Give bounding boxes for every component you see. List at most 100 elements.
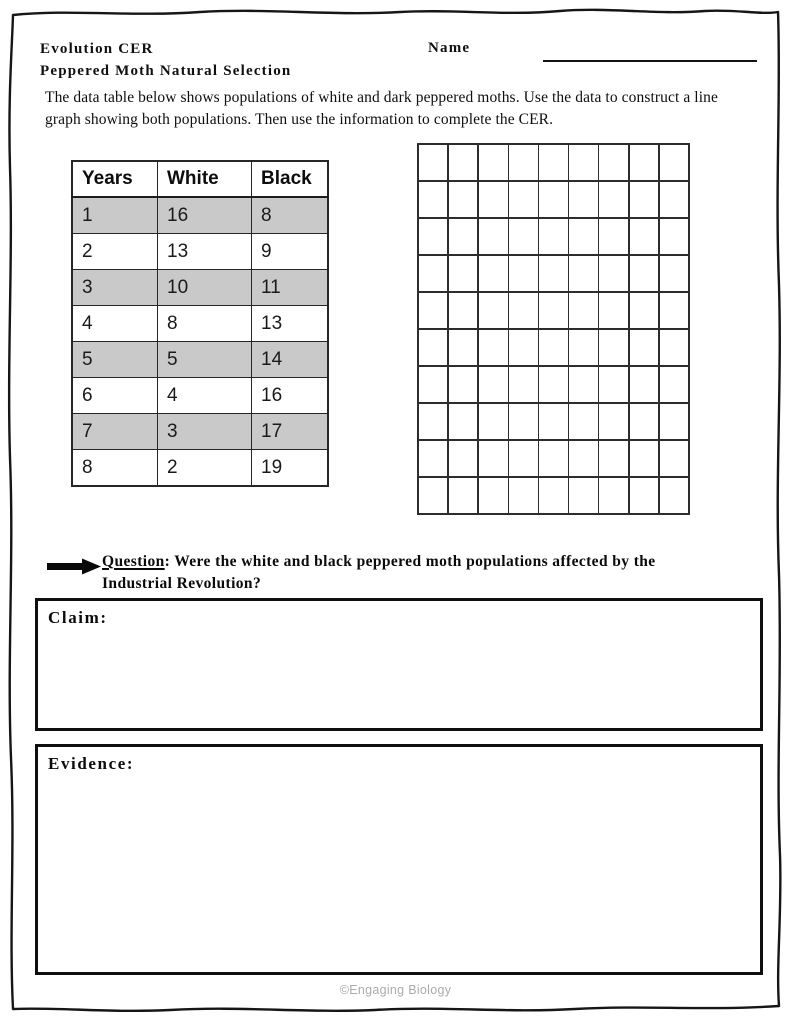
grid-cell [629, 218, 658, 255]
table-row: 5 5 14 [71, 341, 329, 378]
table-header-black: Black [251, 160, 329, 198]
grid-cell [539, 403, 568, 440]
grid-cell [479, 292, 508, 329]
grid-cell [509, 181, 538, 218]
grid-cell [449, 366, 478, 403]
grid-cell [599, 145, 628, 181]
grid-cell [539, 181, 568, 218]
table-cell: 8 [251, 196, 329, 234]
grid-cell [539, 329, 568, 366]
grid-cell [449, 403, 478, 440]
table-row: 1 16 8 [71, 196, 329, 234]
grid-cell [419, 181, 448, 218]
table-cell: 8 [71, 449, 158, 487]
table-cell: 1 [71, 196, 158, 234]
table-cell: 19 [251, 449, 329, 487]
grid-cell [419, 292, 448, 329]
grid-cell [509, 292, 538, 329]
grid-cell [659, 292, 688, 329]
table-row: 6 4 16 [71, 377, 329, 414]
table-cell: 13 [251, 305, 329, 342]
grid-cell [659, 218, 688, 255]
grid-cell [449, 255, 478, 292]
grid-cell [509, 255, 538, 292]
grid-cell [569, 181, 598, 218]
grid-cell [629, 440, 658, 477]
table-header-white: White [157, 160, 252, 198]
table-cell: 8 [157, 305, 252, 342]
grid-cell [569, 329, 598, 366]
table-row: 8 2 19 [71, 449, 329, 487]
footer-credit: ©Engaging Biology [339, 983, 452, 997]
grid-cell [659, 329, 688, 366]
grid-cell [599, 292, 628, 329]
grid-cell [599, 255, 628, 292]
grid-cell [659, 366, 688, 403]
grid-cell [479, 477, 508, 513]
evidence-box[interactable]: Evidence: [35, 744, 763, 975]
grid-cell [419, 477, 448, 513]
grid-cell [449, 477, 478, 513]
grid-cell [419, 329, 448, 366]
grid-cell [569, 292, 598, 329]
claim-box[interactable]: Claim: [35, 598, 763, 731]
grid-cell [569, 255, 598, 292]
grid-cell [509, 403, 538, 440]
title-block: Evolution CER Peppered Moth Natural Sele… [40, 38, 291, 82]
table-cell: 9 [251, 233, 329, 270]
grid-cell [569, 477, 598, 513]
worksheet-subtitle: Peppered Moth Natural Selection [40, 63, 292, 79]
table-cell: 4 [71, 305, 158, 342]
arrow-right-icon [47, 558, 101, 575]
grid-cell [509, 477, 538, 513]
table-cell: 3 [71, 269, 158, 306]
grid-cell [539, 255, 568, 292]
grid-cell [479, 403, 508, 440]
table-row: 2 13 9 [71, 233, 329, 270]
table-row: 7 3 17 [71, 413, 329, 450]
grid-cell [509, 329, 538, 366]
grid-cell [479, 255, 508, 292]
name-label: Name [428, 40, 471, 56]
grid-cell [629, 181, 658, 218]
table-cell: 7 [71, 413, 158, 450]
grid-cell [599, 181, 628, 218]
question-body: : Were the white and black peppered moth… [102, 553, 656, 592]
worksheet-title: Evolution CER [40, 41, 154, 57]
grid-cell [629, 255, 658, 292]
grid-cell [509, 366, 538, 403]
grid-cell [659, 403, 688, 440]
grid-cell [479, 145, 508, 181]
grid-cell [599, 218, 628, 255]
grid-cell [569, 145, 598, 181]
instructions-text: The data table below shows populations o… [45, 89, 718, 128]
grid-cell [449, 292, 478, 329]
table-row: 4 8 13 [71, 305, 329, 342]
graph-grid[interactable] [417, 143, 690, 515]
table-cell: 5 [157, 341, 252, 378]
grid-cell [539, 292, 568, 329]
grid-cell [569, 366, 598, 403]
grid-cell [629, 403, 658, 440]
grid-cell [539, 218, 568, 255]
grid-cell [479, 181, 508, 218]
table-cell: 11 [251, 269, 329, 306]
grid-cell [419, 218, 448, 255]
grid-cell [599, 329, 628, 366]
name-blank-line[interactable] [543, 60, 757, 63]
table-cell: 16 [157, 196, 252, 234]
grid-cell [449, 145, 478, 181]
grid-cell [479, 366, 508, 403]
table-cell: 4 [157, 377, 252, 414]
grid-cell [629, 329, 658, 366]
grid-cell [479, 440, 508, 477]
question-text: Question: Were the white and black peppe… [102, 551, 714, 595]
grid-cell [659, 181, 688, 218]
table-cell: 17 [251, 413, 329, 450]
grid-cell [509, 440, 538, 477]
grid-cell [569, 218, 598, 255]
grid-cell [599, 477, 628, 513]
table-cell: 3 [157, 413, 252, 450]
question-label: Question [102, 553, 165, 570]
